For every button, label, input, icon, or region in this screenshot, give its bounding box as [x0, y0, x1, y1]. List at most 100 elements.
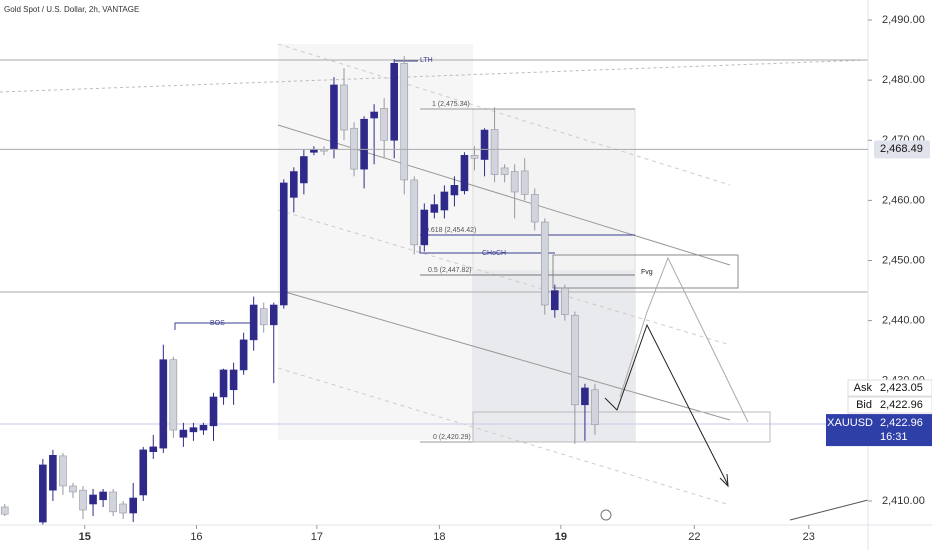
candle-body: [89, 494, 97, 505]
candle-body: [279, 182, 288, 306]
candle-body: [500, 167, 509, 175]
candle-body: [440, 191, 449, 211]
quote-name: Bid: [856, 399, 872, 411]
candle-body: [139, 449, 148, 496]
candle-body: [450, 185, 459, 196]
candle-body: [551, 290, 559, 311]
candle-body: [59, 455, 67, 487]
y-tick-label: 2,460.00: [882, 194, 925, 206]
candle-body: [530, 194, 539, 223]
zone-box: [472, 411, 771, 443]
y-tick-label: 2,480.00: [882, 74, 925, 86]
arrow-head: [719, 473, 729, 488]
icon: [600, 509, 612, 521]
choch-line: [419, 246, 555, 254]
drawings: [0, 43, 869, 521]
x-tick-label: 19: [555, 531, 567, 543]
candle-body: [259, 308, 268, 326]
quote-value: 2,422.96: [880, 399, 923, 411]
trend-line: [0, 59, 869, 93]
candle-body: [380, 108, 388, 141]
candle-body: [109, 491, 117, 513]
candle-body: [520, 170, 529, 195]
quote-value: 2,423.05: [880, 382, 923, 394]
candle-body: [420, 209, 429, 246]
candle-body: [290, 171, 298, 198]
channel-line: [277, 43, 731, 186]
price-axis: [868, 0, 932, 550]
last-box: [826, 414, 932, 447]
candle-body: [119, 503, 127, 514]
channel-line: [277, 367, 731, 506]
candle-body: [330, 84, 338, 150]
candle-body: [561, 287, 569, 315]
candle-body: [39, 464, 47, 523]
projection: [619, 256, 749, 423]
candle-body: [209, 396, 218, 427]
level-box: [874, 140, 930, 159]
fvg-box: [552, 254, 739, 289]
candle-body: [129, 497, 138, 514]
candle-body: [0, 506, 9, 515]
candle-body: [69, 485, 77, 493]
candle-body: [370, 111, 378, 119]
fib-label: 0 (2,420.29): [433, 434, 471, 441]
x-tick-label: 22: [688, 531, 700, 543]
bos-line: [174, 322, 255, 330]
last-value: 2,422.96: [880, 417, 923, 429]
channel-line: [277, 209, 731, 346]
candle-body: [390, 63, 398, 141]
candle-body: [410, 179, 419, 246]
candle-body: [400, 63, 409, 181]
candles: [0, 56, 599, 526]
x-tick-label: 17: [311, 531, 323, 543]
candle-body: [49, 455, 57, 491]
candle-body: [510, 171, 519, 193]
y-tick-label: 2,450.00: [882, 254, 925, 266]
candle-body: [430, 204, 439, 213]
candle-body: [229, 369, 238, 391]
candle-body: [219, 369, 228, 398]
y-tick-label: 2,490.00: [882, 14, 925, 26]
x-tick-label: 18: [433, 531, 445, 543]
quote-box: [847, 379, 932, 397]
candle-body: [571, 314, 579, 406]
x-tick-label: 15: [79, 531, 91, 543]
x-tick-label: 16: [190, 531, 202, 543]
y-tick-label: 2,410.00: [882, 495, 925, 507]
candle-body: [470, 154, 479, 159]
quote-name: Ask: [854, 382, 873, 394]
candle-body: [199, 424, 208, 431]
candle-body: [149, 446, 158, 452]
annotation: LTH: [420, 57, 433, 64]
fib-label: 0.618 (2,454.42): [425, 227, 476, 234]
time-axis: [0, 525, 868, 550]
candle-body: [300, 156, 308, 184]
candle-body: [340, 84, 348, 131]
candle-body: [480, 129, 489, 160]
candle-body: [159, 359, 168, 449]
fib-label: 1 (2,475.34): [432, 101, 470, 108]
quote-box: [847, 396, 932, 414]
candle-body: [350, 127, 358, 170]
y-tick-label: 2,440.00: [882, 315, 925, 327]
chart-title: Gold Spot / U.S. Dollar, 2h, VANTAGE: [4, 5, 139, 14]
candle-body: [360, 118, 368, 170]
candle-body: [540, 221, 549, 306]
candle-body: [581, 387, 589, 406]
projection: [604, 323, 729, 486]
candle-body: [99, 491, 107, 501]
countdown: 16:31: [880, 431, 908, 443]
candle-body: [79, 489, 87, 511]
annotation: BOS: [210, 320, 225, 327]
candle-body: [249, 304, 258, 341]
channel-line: [284, 291, 731, 421]
last-name: XAUUSD: [827, 417, 873, 429]
candle-body: [239, 339, 248, 371]
candle-body: [169, 359, 178, 431]
candle-body: [269, 304, 278, 326]
annotation: Fvg: [641, 269, 653, 276]
x-tick-label: 23: [803, 531, 815, 543]
candle-body: [460, 154, 469, 192]
